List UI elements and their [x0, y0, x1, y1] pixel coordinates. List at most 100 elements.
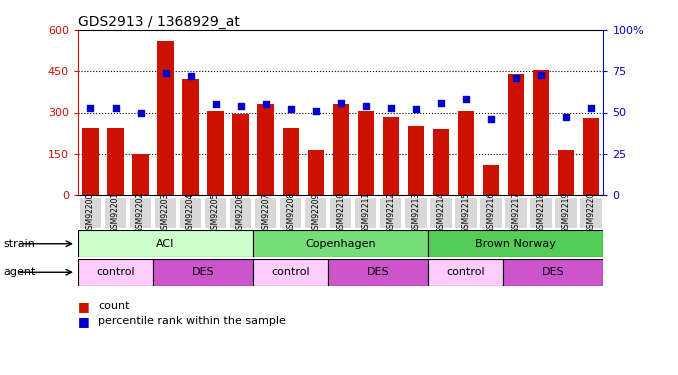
Text: GSM92213: GSM92213: [412, 192, 420, 233]
FancyBboxPatch shape: [80, 198, 101, 228]
Text: agent: agent: [3, 267, 36, 277]
Text: GSM92219: GSM92219: [561, 192, 570, 233]
Text: GSM92204: GSM92204: [186, 192, 195, 234]
Bar: [82, 128, 98, 195]
Text: GSM92215: GSM92215: [461, 192, 471, 233]
FancyBboxPatch shape: [78, 259, 153, 286]
Text: DES: DES: [367, 267, 390, 277]
Point: [561, 114, 572, 120]
Bar: [508, 74, 524, 195]
FancyBboxPatch shape: [205, 198, 226, 228]
Bar: [583, 118, 599, 195]
Text: ACI: ACI: [157, 239, 175, 249]
FancyBboxPatch shape: [180, 198, 201, 228]
Bar: [233, 114, 249, 195]
Bar: [308, 150, 324, 195]
FancyBboxPatch shape: [480, 198, 502, 228]
FancyBboxPatch shape: [530, 198, 552, 228]
Bar: [558, 150, 574, 195]
Point: [185, 73, 196, 79]
Text: control: control: [271, 267, 310, 277]
Text: GSM92214: GSM92214: [436, 192, 445, 233]
Point: [285, 106, 296, 112]
Point: [335, 100, 346, 106]
Bar: [458, 111, 474, 195]
Point: [135, 110, 146, 116]
Text: GSM92202: GSM92202: [136, 192, 145, 233]
Bar: [483, 165, 499, 195]
FancyBboxPatch shape: [153, 259, 253, 286]
Bar: [382, 117, 399, 195]
Bar: [207, 111, 224, 195]
Text: GSM92218: GSM92218: [536, 192, 545, 233]
Point: [435, 100, 446, 106]
Bar: [333, 104, 348, 195]
Point: [385, 105, 396, 111]
FancyBboxPatch shape: [355, 198, 376, 228]
Point: [260, 101, 271, 107]
Text: Brown Norway: Brown Norway: [475, 239, 556, 249]
Text: GSM92206: GSM92206: [236, 192, 245, 234]
Text: GSM92217: GSM92217: [511, 192, 520, 233]
FancyBboxPatch shape: [455, 198, 477, 228]
Text: GDS2913 / 1368929_at: GDS2913 / 1368929_at: [78, 15, 240, 29]
Text: GSM92209: GSM92209: [311, 192, 320, 234]
FancyBboxPatch shape: [280, 198, 302, 228]
Point: [485, 116, 496, 122]
FancyBboxPatch shape: [255, 198, 277, 228]
Text: GSM92207: GSM92207: [261, 192, 270, 234]
Text: ■: ■: [78, 300, 89, 313]
FancyBboxPatch shape: [129, 198, 151, 228]
FancyBboxPatch shape: [555, 198, 577, 228]
FancyBboxPatch shape: [428, 230, 603, 257]
Text: GSM92203: GSM92203: [161, 192, 170, 234]
Text: GSM92211: GSM92211: [361, 192, 370, 233]
FancyBboxPatch shape: [428, 259, 503, 286]
Text: Copenhagen: Copenhagen: [305, 239, 376, 249]
Bar: [433, 129, 449, 195]
FancyBboxPatch shape: [405, 198, 426, 228]
Point: [235, 103, 246, 109]
Point: [160, 70, 171, 76]
FancyBboxPatch shape: [230, 198, 252, 228]
FancyBboxPatch shape: [155, 198, 176, 228]
Bar: [157, 41, 174, 195]
Point: [460, 96, 471, 102]
Bar: [107, 128, 123, 195]
Text: GSM92201: GSM92201: [111, 192, 120, 233]
Bar: [258, 104, 274, 195]
Text: DES: DES: [192, 267, 214, 277]
FancyBboxPatch shape: [580, 198, 601, 228]
Text: percentile rank within the sample: percentile rank within the sample: [98, 316, 286, 326]
FancyBboxPatch shape: [253, 230, 428, 257]
Text: GSM92208: GSM92208: [286, 192, 295, 233]
Text: DES: DES: [542, 267, 565, 277]
Point: [511, 75, 521, 81]
Point: [110, 105, 121, 111]
Text: GSM92205: GSM92205: [211, 192, 220, 234]
Point: [586, 105, 597, 111]
Point: [85, 105, 96, 111]
Text: count: count: [98, 302, 129, 311]
Text: control: control: [96, 267, 135, 277]
FancyBboxPatch shape: [380, 198, 401, 228]
Bar: [357, 111, 374, 195]
Point: [536, 72, 546, 78]
Point: [360, 103, 371, 109]
Point: [410, 106, 421, 112]
Text: GSM92220: GSM92220: [586, 192, 595, 233]
Bar: [407, 126, 424, 195]
Text: GSM92200: GSM92200: [86, 192, 95, 234]
FancyBboxPatch shape: [505, 198, 527, 228]
FancyBboxPatch shape: [78, 230, 253, 257]
Text: GSM92210: GSM92210: [336, 192, 345, 233]
Bar: [533, 70, 549, 195]
FancyBboxPatch shape: [503, 259, 603, 286]
FancyBboxPatch shape: [430, 198, 452, 228]
Text: ■: ■: [78, 315, 89, 328]
Text: GSM92216: GSM92216: [486, 192, 496, 233]
FancyBboxPatch shape: [305, 198, 326, 228]
Bar: [132, 154, 148, 195]
FancyBboxPatch shape: [328, 259, 428, 286]
Text: strain: strain: [3, 239, 35, 249]
